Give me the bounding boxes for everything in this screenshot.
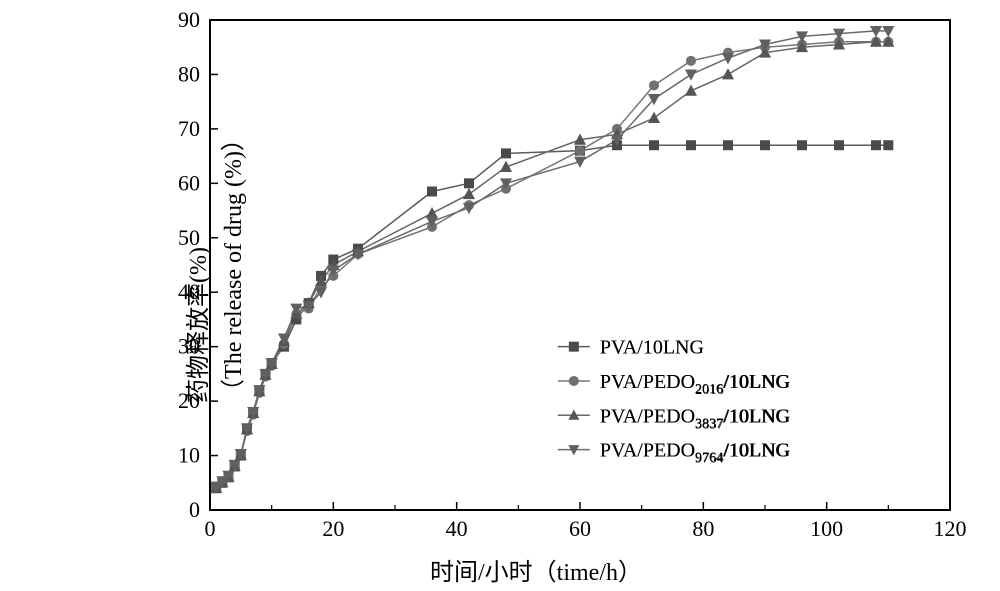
y-axis-label: 药物释放率(%) （The release of drug (%)） xyxy=(178,127,248,403)
svg-text:0: 0 xyxy=(205,516,216,541)
release-chart: 0204060801001200102030405060708090PVA/10… xyxy=(0,0,1000,591)
svg-text:60: 60 xyxy=(569,516,591,541)
svg-text:0: 0 xyxy=(189,497,200,522)
svg-text:80: 80 xyxy=(178,61,200,86)
svg-text:20: 20 xyxy=(322,516,344,541)
svg-text:10: 10 xyxy=(178,443,200,468)
x-axis-label: 时间/小时（time/h） xyxy=(430,552,642,587)
svg-text:100: 100 xyxy=(810,516,843,541)
svg-text:PVA/10LNG: PVA/10LNG xyxy=(600,337,704,359)
svg-text:80: 80 xyxy=(692,516,714,541)
svg-text:120: 120 xyxy=(934,516,967,541)
svg-text:90: 90 xyxy=(178,7,200,32)
svg-text:40: 40 xyxy=(446,516,468,541)
